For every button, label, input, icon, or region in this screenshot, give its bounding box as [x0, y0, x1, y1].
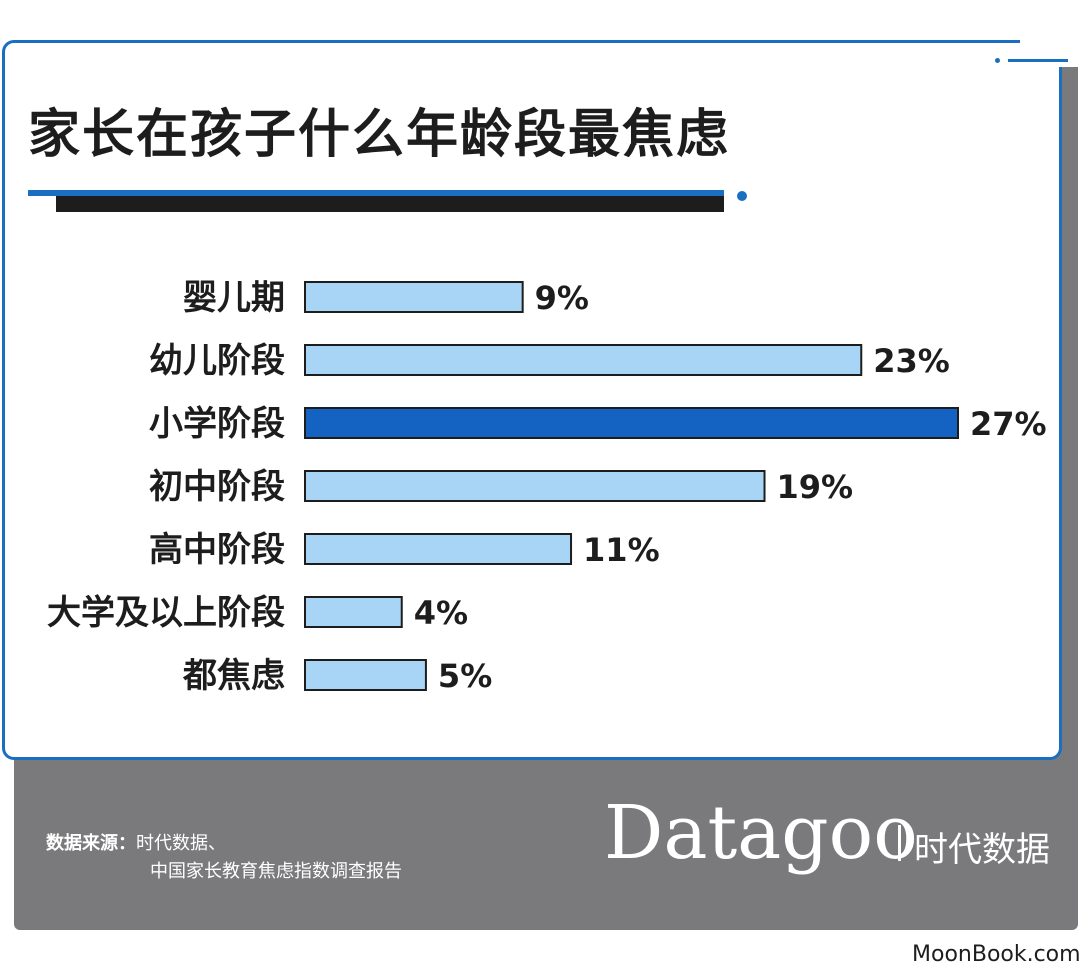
brand-logo-text: Datagoo	[604, 790, 918, 876]
title-underline-blue	[28, 190, 724, 196]
category-label-6: 大学及以上阶段	[47, 593, 285, 633]
chart-title: 家长在孩子什么年龄段最焦虑	[28, 105, 731, 165]
watermark: MoonBook.com	[912, 942, 1080, 967]
corner-accent-dot	[995, 58, 1000, 63]
value-label-5: 11%	[583, 531, 660, 569]
source-line-1: 时代数据、	[136, 833, 226, 854]
source-line-2: 中国家长教育焦虑指数调查报告	[150, 861, 402, 882]
source-label: 数据来源：	[46, 833, 136, 854]
bar-chart: 婴儿期 9% 幼儿阶段 23% 小学阶段 27% 初中阶段 19% 高中阶段 11% 大学及以上阶段…	[47, 278, 1047, 696]
brand-chinese-name: 时代数据	[914, 830, 1050, 870]
value-label-3: 27%	[970, 405, 1047, 443]
category-label-1: 婴儿期	[183, 278, 285, 318]
category-label-2: 幼儿阶段	[149, 341, 285, 381]
corner-accent-line	[1008, 59, 1068, 62]
bar-3	[304, 407, 959, 439]
bar-2	[304, 344, 863, 376]
value-label-1: 9%	[535, 279, 589, 317]
bar-5	[304, 533, 573, 565]
value-label-2: 23%	[873, 342, 950, 380]
category-label-3: 小学阶段	[149, 404, 285, 444]
brand-separator	[898, 825, 901, 861]
category-label-7: 都焦虑	[182, 656, 285, 696]
value-label-6: 4%	[414, 594, 468, 632]
data-source: 数据来源：时代数据、 中国家长教育焦虑指数调查报告	[46, 830, 402, 886]
title-underline-black	[56, 196, 724, 212]
chart-card	[2, 40, 1062, 760]
bar-7	[304, 659, 427, 691]
value-label-4: 19%	[777, 468, 854, 506]
value-label-7: 5%	[438, 657, 492, 695]
bar-6	[304, 596, 403, 628]
category-label-5: 高中阶段	[149, 530, 285, 570]
title-underline-dot	[737, 191, 747, 201]
category-label-4: 初中阶段	[149, 467, 285, 507]
bar-1	[304, 281, 524, 313]
card-border-gap	[1020, 37, 1080, 67]
bar-4	[304, 470, 766, 502]
